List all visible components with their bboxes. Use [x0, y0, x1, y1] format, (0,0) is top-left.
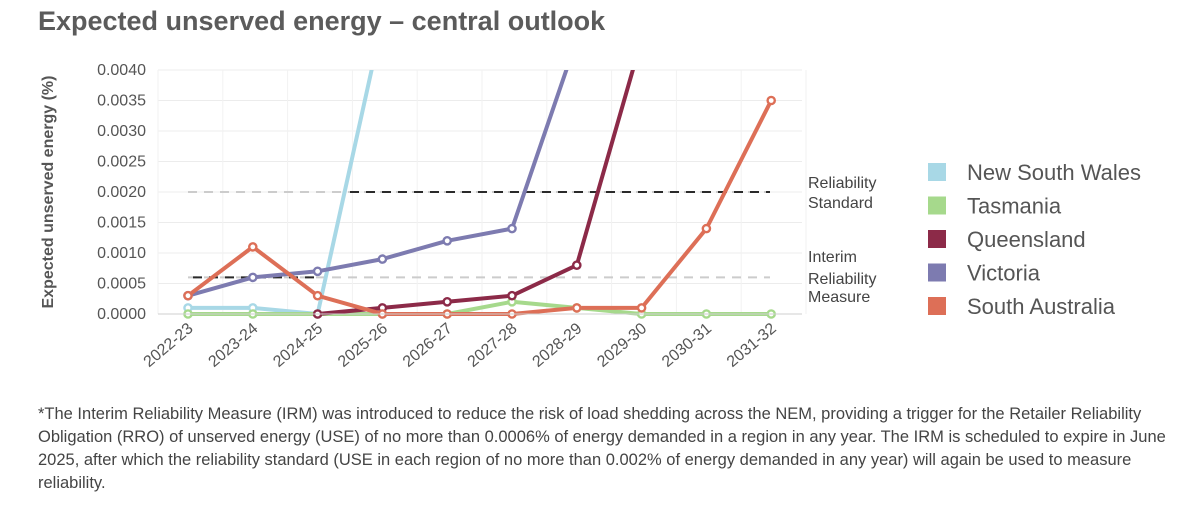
reference-line-label: Measure [808, 289, 870, 306]
legend-swatch [928, 163, 946, 181]
data-point [636, 303, 647, 313]
x-tick-label: 2025-26 [335, 320, 391, 371]
y-tick-label: 0.0035 [97, 93, 146, 110]
data-point [442, 235, 453, 246]
y-tick-label: 0.0020 [97, 184, 146, 201]
data-point [507, 290, 517, 301]
data-point [377, 254, 388, 264]
data-point [572, 303, 582, 313]
y-tick-label: 0.0015 [97, 215, 146, 232]
footnote: *The Interim Reliability Measure (IRM) w… [38, 405, 1166, 492]
legend-label: Queensland [967, 227, 1086, 252]
legend-label: Tasmania [967, 194, 1062, 219]
reference-line-label: Reliability [808, 271, 876, 288]
y-tick-label: 0.0000 [97, 306, 146, 323]
x-tick-label: 2028-29 [529, 320, 585, 371]
y-tick-label: 0.0010 [97, 245, 146, 262]
data-point [183, 290, 193, 301]
legend-swatch [928, 263, 946, 282]
data-point [766, 95, 777, 106]
x-tick-label: 2022-23 [141, 320, 197, 371]
x-tick-label: 2026-27 [400, 320, 456, 371]
x-tick-label: 2030-31 [659, 320, 715, 371]
y-tick-label: 0.0005 [97, 276, 146, 293]
data-point [312, 266, 323, 277]
x-tick-label: 2023-24 [205, 320, 261, 371]
data-point [247, 242, 258, 252]
legend-label: South Australia [967, 294, 1116, 319]
reference-line-label: Standard [808, 195, 873, 212]
line-chart: ReliabilityStandardInterimReliabilityMea… [40, 62, 1141, 371]
data-point [442, 296, 453, 307]
y-tick-label: 0.0040 [97, 62, 146, 79]
legend-swatch [928, 230, 946, 248]
x-tick-label: 2029-30 [594, 320, 650, 371]
reference-line-label: Reliability [808, 175, 876, 192]
legend-label: New South Wales [967, 160, 1141, 185]
data-point [572, 260, 582, 271]
data-point [701, 223, 712, 234]
series-line [186, 70, 374, 316]
series-line [186, 98, 774, 316]
data-point [507, 223, 517, 234]
legend-swatch [928, 297, 946, 315]
x-tick-label: 2031-32 [724, 320, 780, 371]
legend-swatch [928, 196, 946, 215]
x-tick-label: 2024-25 [270, 320, 326, 371]
legend-label: Victoria [967, 261, 1041, 286]
y-tick-label: 0.0030 [97, 123, 146, 140]
chart-title: Expected unserved energy – central outlo… [38, 6, 606, 36]
y-tick-label: 0.0025 [97, 154, 146, 171]
reference-line-label: Interim [808, 249, 857, 266]
x-tick-label: 2027-28 [465, 320, 521, 371]
data-point [247, 272, 258, 283]
y-axis-label: Expected unserved energy (%) [40, 76, 57, 309]
data-point [312, 290, 323, 301]
series-line [315, 70, 635, 316]
